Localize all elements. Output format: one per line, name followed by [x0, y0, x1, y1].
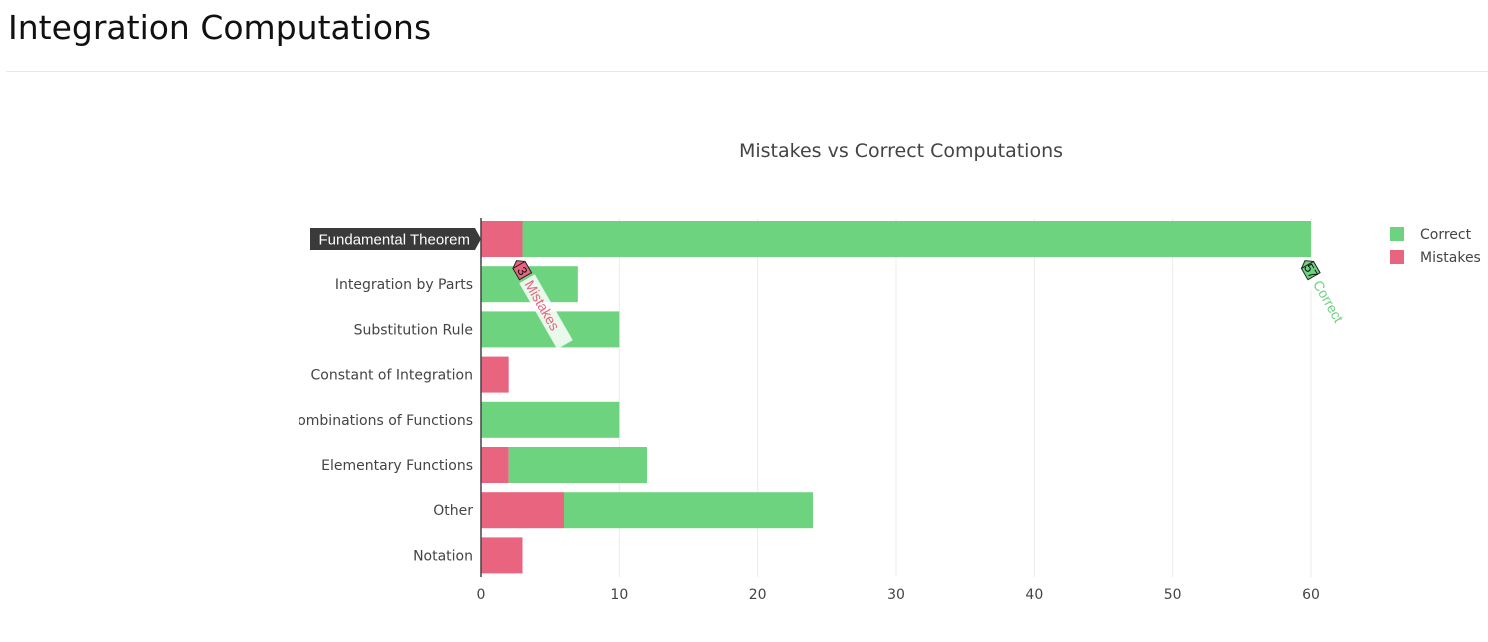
- y-tick-label: Other: [433, 503, 473, 519]
- bar-mistakes[interactable]: [481, 537, 523, 574]
- y-tick-label: Integration by Parts: [335, 277, 473, 293]
- y-tick-label: Notation: [413, 548, 473, 564]
- hover-value-text: 57: [1301, 261, 1321, 281]
- bar-correct[interactable]: [508, 447, 647, 483]
- legend-swatch-mistakes[interactable]: [1390, 250, 1404, 264]
- x-tick-label: 40: [1025, 587, 1043, 603]
- hover-name-box: [1307, 274, 1362, 350]
- bar-correct[interactable]: [481, 401, 620, 438]
- legend-label-mistakes[interactable]: Mistakes: [1420, 250, 1481, 266]
- x-tick-label: 10: [610, 587, 628, 603]
- bar-mistakes[interactable]: [481, 221, 523, 257]
- y-tick-label: Substitution Rule: [354, 322, 473, 338]
- x-tick-label: 20: [749, 587, 767, 603]
- highlighted-category-label: Fundamental Theorem: [319, 232, 470, 249]
- bar-mistakes[interactable]: [481, 356, 509, 393]
- y-tick-label: Combinations of Functions: [287, 413, 473, 429]
- x-tick-label: 30: [887, 587, 905, 603]
- y-tick-label: Constant of Integration: [311, 368, 473, 384]
- legend-swatch-correct[interactable]: [1390, 227, 1404, 241]
- y-tick-labels: Integration by Parts Substitution Rule Con…: [287, 277, 473, 564]
- highlighted-category-tag: [310, 228, 481, 250]
- hover-value-box: [512, 260, 533, 281]
- hover-value-box: [1300, 260, 1321, 281]
- y-tick-label: Elementary Functions: [321, 458, 473, 474]
- x-tick-label: 60: [1302, 587, 1320, 603]
- legend-label-correct[interactable]: Correct: [1420, 227, 1472, 243]
- bar-mistakes[interactable]: [481, 447, 509, 483]
- x-tick-label: 50: [1164, 587, 1182, 603]
- x-tick-label: 0: [477, 587, 486, 603]
- bar-correct[interactable]: [564, 492, 813, 529]
- page-title: Integration Computations: [8, 8, 432, 47]
- chart-title: Mistakes vs Correct Computations: [739, 140, 1063, 162]
- bar-correct[interactable]: [522, 221, 1312, 257]
- header-divider: [6, 71, 1488, 72]
- bar-mistakes[interactable]: [481, 492, 564, 529]
- hover-name-box: [519, 274, 573, 350]
